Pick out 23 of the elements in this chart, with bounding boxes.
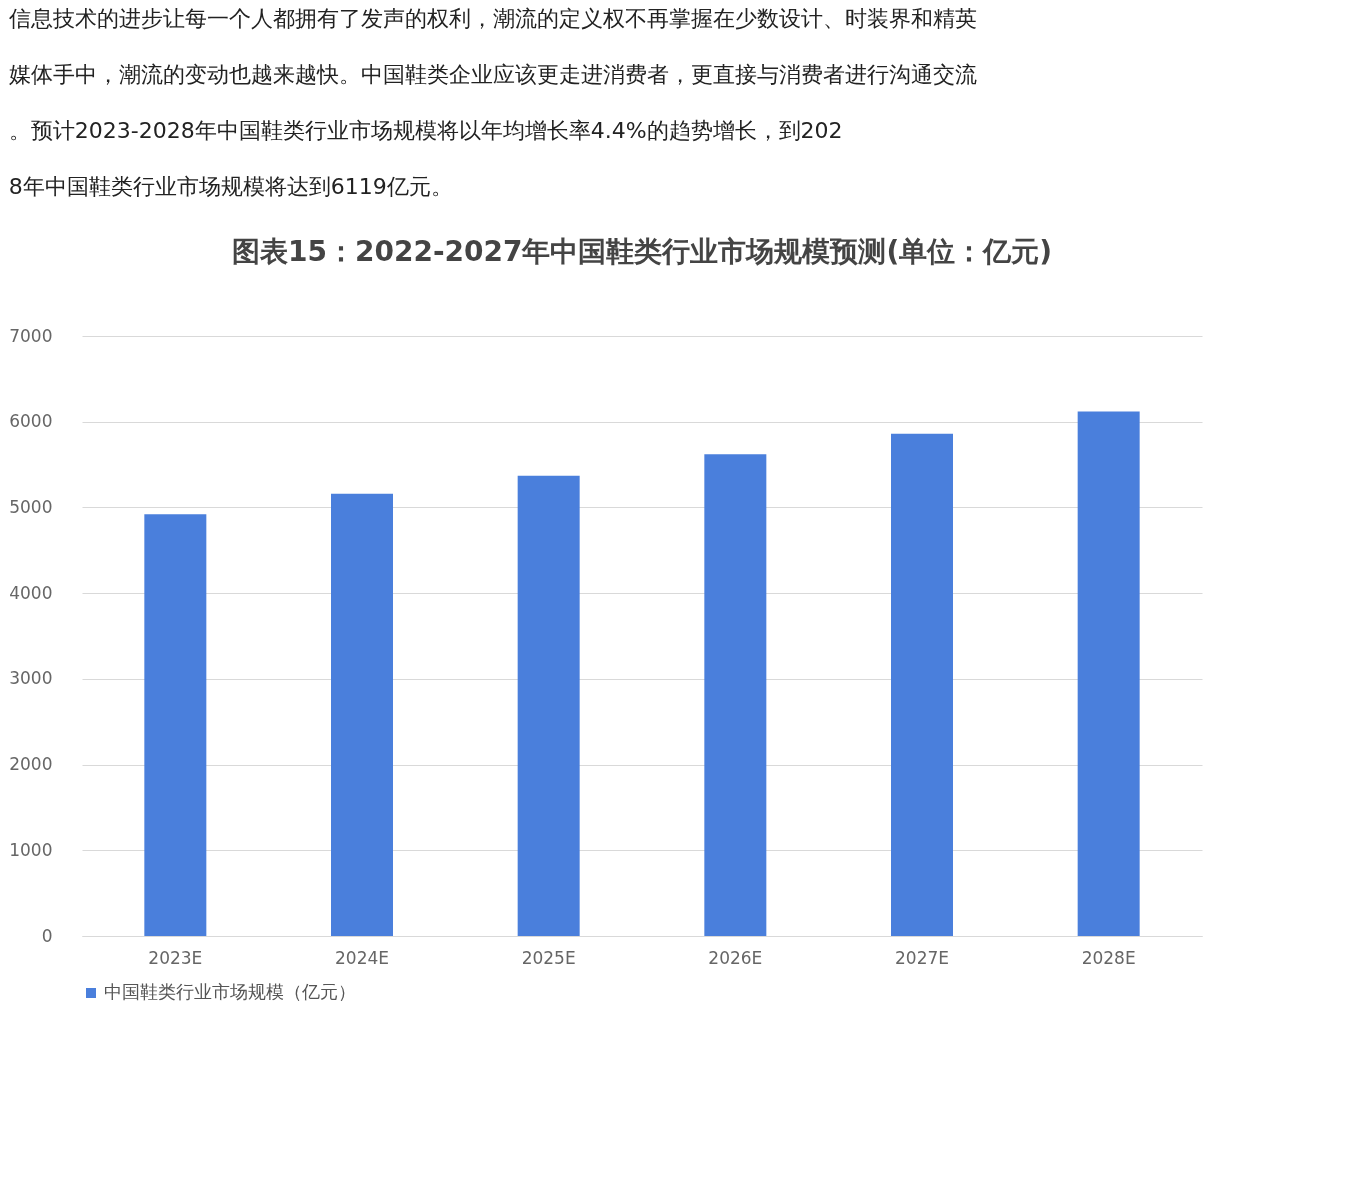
- legend-label: 中国鞋类行业市场规模（亿元）: [104, 981, 356, 1002]
- y-tick-label: 6000: [9, 411, 53, 432]
- bar: [704, 454, 767, 936]
- y-tick-label: 1000: [9, 839, 53, 860]
- y-tick-label: 3000: [9, 668, 53, 689]
- x-tick-label: 2027E: [894, 947, 950, 968]
- y-tick-label: 5000: [9, 496, 53, 517]
- bar: [144, 514, 207, 936]
- y-tick-label: 0: [41, 925, 53, 946]
- bar: [517, 475, 580, 936]
- y-tick-label: 2000: [9, 754, 53, 775]
- x-tick-label: 2024E: [334, 947, 390, 968]
- x-tick-label: 2028E: [1081, 947, 1136, 968]
- bar: [891, 433, 953, 936]
- x-tick-label: 2023E: [148, 947, 203, 968]
- bar: [1077, 411, 1140, 936]
- y-tick-label: 7000: [9, 325, 53, 346]
- x-tick-label: 2026E: [708, 947, 763, 968]
- chart-title: 图表15：2022-2027年中国鞋类行业市场规模预测(单位：亿元): [231, 235, 1053, 268]
- bar: [331, 493, 393, 936]
- text: 信息技术的进步让每一个人都拥有了发声的权利，潮流的定义权不再掌握在少数设计、时装界和精英媒体手中，潮流的变动也越来越快。中国鞋类企业应该更走进消费者，更直接与消费者进行沟通交流。预计2023-2028年中国鞋类行业市场规模将以年均增长率4.4%的趋势增长，到2028年中国鞋类行业市场规模将达到6119亿元。: [8, 6, 977, 199]
- x-tick-label: 2025E: [521, 947, 576, 968]
- y-tick-label: 4000: [9, 582, 53, 603]
